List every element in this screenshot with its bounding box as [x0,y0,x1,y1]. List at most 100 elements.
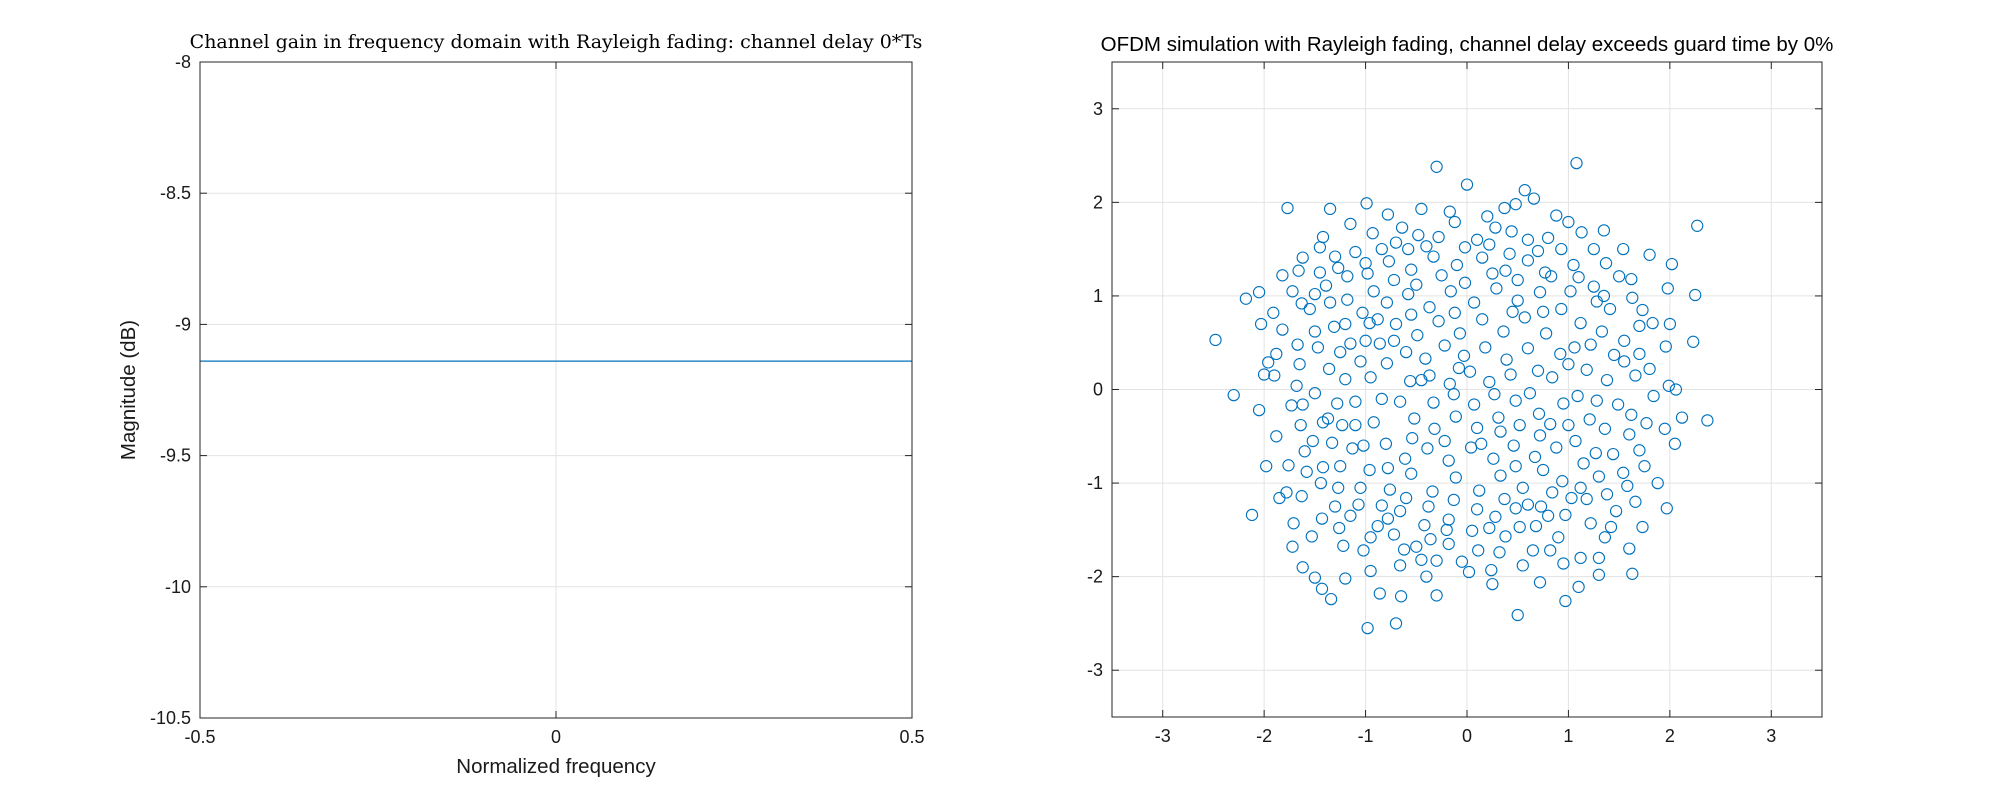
constellation-point [1349,418,1362,432]
constellation-point [1387,273,1401,287]
constellation-point [1432,230,1445,244]
gain-plot-y-axis-label: Magnitude (dB) [117,320,140,460]
constellation-point [1521,498,1535,511]
constellation-point [1315,582,1329,595]
constellation-point [1361,621,1374,635]
constellation-point [1521,254,1535,267]
constellation-plot-x-tick-label: 0 [1462,726,1472,746]
constellation-point [1470,503,1484,516]
constellation-point [1373,337,1386,350]
constellation-point [1556,475,1569,488]
constellation-point [1595,325,1609,338]
constellation-point [1380,357,1394,370]
constellation-point [1363,316,1376,330]
constellation-point [1371,519,1384,533]
constellation-point [1375,499,1388,512]
constellation-point [1611,398,1625,411]
constellation-point [1499,264,1512,277]
constellation-point [1394,590,1408,603]
constellation-point [1646,316,1659,330]
constellation-point [1609,504,1623,518]
constellation-plot-x-tick-label: -2 [1256,726,1272,746]
constellation-point [1402,287,1415,301]
constellation-point [1617,466,1630,479]
constellation-point [1592,551,1606,565]
constellation-point [1533,576,1547,589]
constellation-point [1663,317,1677,331]
constellation-point [1453,327,1467,340]
constellation-point [1617,242,1630,256]
constellation-point [1293,358,1306,371]
constellation-point [1452,361,1466,375]
constellation-point [1647,389,1660,403]
constellation-point [1227,388,1240,402]
constellation-point [1382,255,1396,268]
constellation-point [1545,270,1558,283]
constellation-point [1291,338,1304,351]
constellation-point [1313,266,1327,279]
constellation-point [1443,205,1456,218]
constellation-point [1276,269,1289,282]
constellation-point [1404,374,1417,388]
constellation-point [1584,517,1597,530]
constellation-point [1462,565,1476,579]
constellation-point [1621,479,1634,493]
constellation-point [1518,184,1531,197]
constellation-point [1555,242,1568,256]
constellation-point [1623,542,1636,555]
constellation-point [1458,276,1472,289]
constellation-point [1618,334,1631,347]
constellation-point [1280,486,1293,499]
constellation-point [1323,202,1337,216]
constellation-point [1665,257,1679,271]
constellation-point [1625,408,1638,421]
constellation-point [1564,285,1577,298]
constellation-point [1360,197,1373,210]
constellation-point [1287,517,1300,530]
constellation-point [1380,296,1394,309]
constellation-point [1536,463,1550,477]
constellation-point [1485,563,1498,577]
constellation-point [1633,319,1646,333]
constellation-point [1252,403,1266,417]
constellation-point [1701,414,1714,427]
constellation-point [1516,481,1529,494]
constellation-point [1438,339,1451,352]
constellation-point [1660,502,1673,515]
constellation-point [1405,308,1418,321]
constellation-point [1603,302,1617,316]
constellation-point [1285,399,1298,412]
constellation-point [1506,305,1519,318]
gain-plot-y-tick-label: -10 [165,577,191,597]
constellation-point [1574,481,1587,494]
constellation-point [1308,287,1322,301]
constellation-point [1476,313,1489,326]
constellation-point [1399,345,1413,359]
constellation-point [1598,531,1612,544]
constellation-point [1626,567,1639,580]
constellation-point [1554,347,1567,361]
constellation-point [1557,397,1570,410]
constellation-point [1486,577,1499,591]
constellation-point [1449,410,1462,423]
constellation-point [1337,539,1350,552]
constellation-point [1572,271,1585,284]
constellation-point [1430,160,1443,173]
constellation-point [1308,571,1322,584]
constellation-point [1395,221,1409,234]
constellation-plot-x-tick-label: -3 [1155,726,1171,746]
constellation-point [1325,436,1339,449]
constellation-point [1254,317,1268,331]
constellation-point [1389,617,1403,630]
constellation-point [1422,500,1435,513]
constellation-point [1354,481,1367,494]
constellation-point [1311,341,1325,354]
constellation-point [1562,358,1575,371]
constellation-point [1339,317,1352,331]
constellation-point [1544,544,1557,557]
constellation-point [1607,348,1621,362]
constellation-point [1314,476,1328,490]
constellation-point [1419,352,1432,365]
constellation-point [1442,537,1455,551]
constellation-point [1590,295,1603,308]
